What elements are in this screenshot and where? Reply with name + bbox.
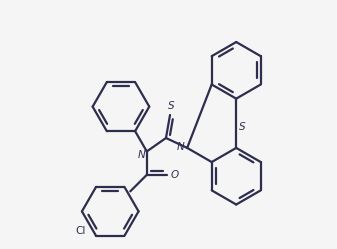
Text: N: N [138,150,146,160]
Text: S: S [167,101,174,111]
Text: S: S [239,122,246,132]
Text: Cl: Cl [75,226,85,236]
Text: O: O [171,170,179,180]
Text: N: N [177,142,185,152]
